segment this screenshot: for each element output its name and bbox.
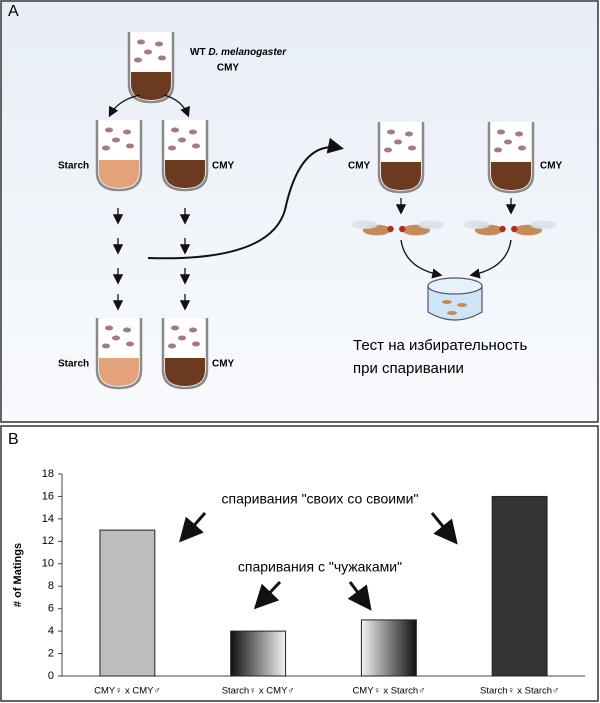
x-tick-label: CMY♀ x Starch♂ <box>352 686 425 697</box>
y-tick-label: 6 <box>48 603 54 615</box>
tube-label: Starch <box>58 359 89 370</box>
wt-label: WT D. melanogaster <box>190 47 287 58</box>
tube-label: Starch <box>58 161 89 172</box>
y-tick-label: 16 <box>42 490 54 502</box>
bar <box>360 619 417 677</box>
wt: WT <box>190 47 206 58</box>
y-tick-label: 8 <box>48 580 54 592</box>
y-tick-label: 10 <box>42 558 54 570</box>
y-tick-label: 14 <box>42 513 54 525</box>
x-tick-label: Starch♀ x CMY♂ <box>222 686 295 697</box>
panel-label: B <box>8 431 19 448</box>
annotation: спаривания с "чужаками" <box>238 559 402 575</box>
tube-label: CMY <box>212 359 235 370</box>
y-tick-label: 4 <box>48 625 54 637</box>
y-tick-label: 12 <box>42 535 54 547</box>
tube-label: CMY <box>540 161 563 172</box>
annotation: спаривания "своих со своими" <box>222 491 419 507</box>
test-subtitle: при спаривании <box>353 360 464 377</box>
tube-label: CMY <box>217 63 240 74</box>
panel-a <box>0 0 599 423</box>
test-title: Тест на избирательность <box>353 337 528 354</box>
bar <box>99 529 156 677</box>
y-tick-label: 2 <box>48 647 54 659</box>
y-axis-label: # of Matings <box>12 543 24 607</box>
bar <box>230 630 287 677</box>
arrows <box>108 94 517 311</box>
bar <box>491 495 548 677</box>
dish <box>427 277 483 321</box>
y-tick-label: 18 <box>42 468 54 480</box>
x-tick-label: Starch♀ x Starch♂ <box>480 686 559 697</box>
annotation-arrows <box>179 512 458 611</box>
x-tick-label: CMY♀ x CMY♂ <box>94 686 161 697</box>
y-tick-label: 0 <box>48 670 54 682</box>
panel-label: A <box>8 3 19 20</box>
tube-label: CMY <box>212 161 235 172</box>
species: D. melanogaster <box>208 47 287 58</box>
tube-label: CMY <box>348 161 371 172</box>
